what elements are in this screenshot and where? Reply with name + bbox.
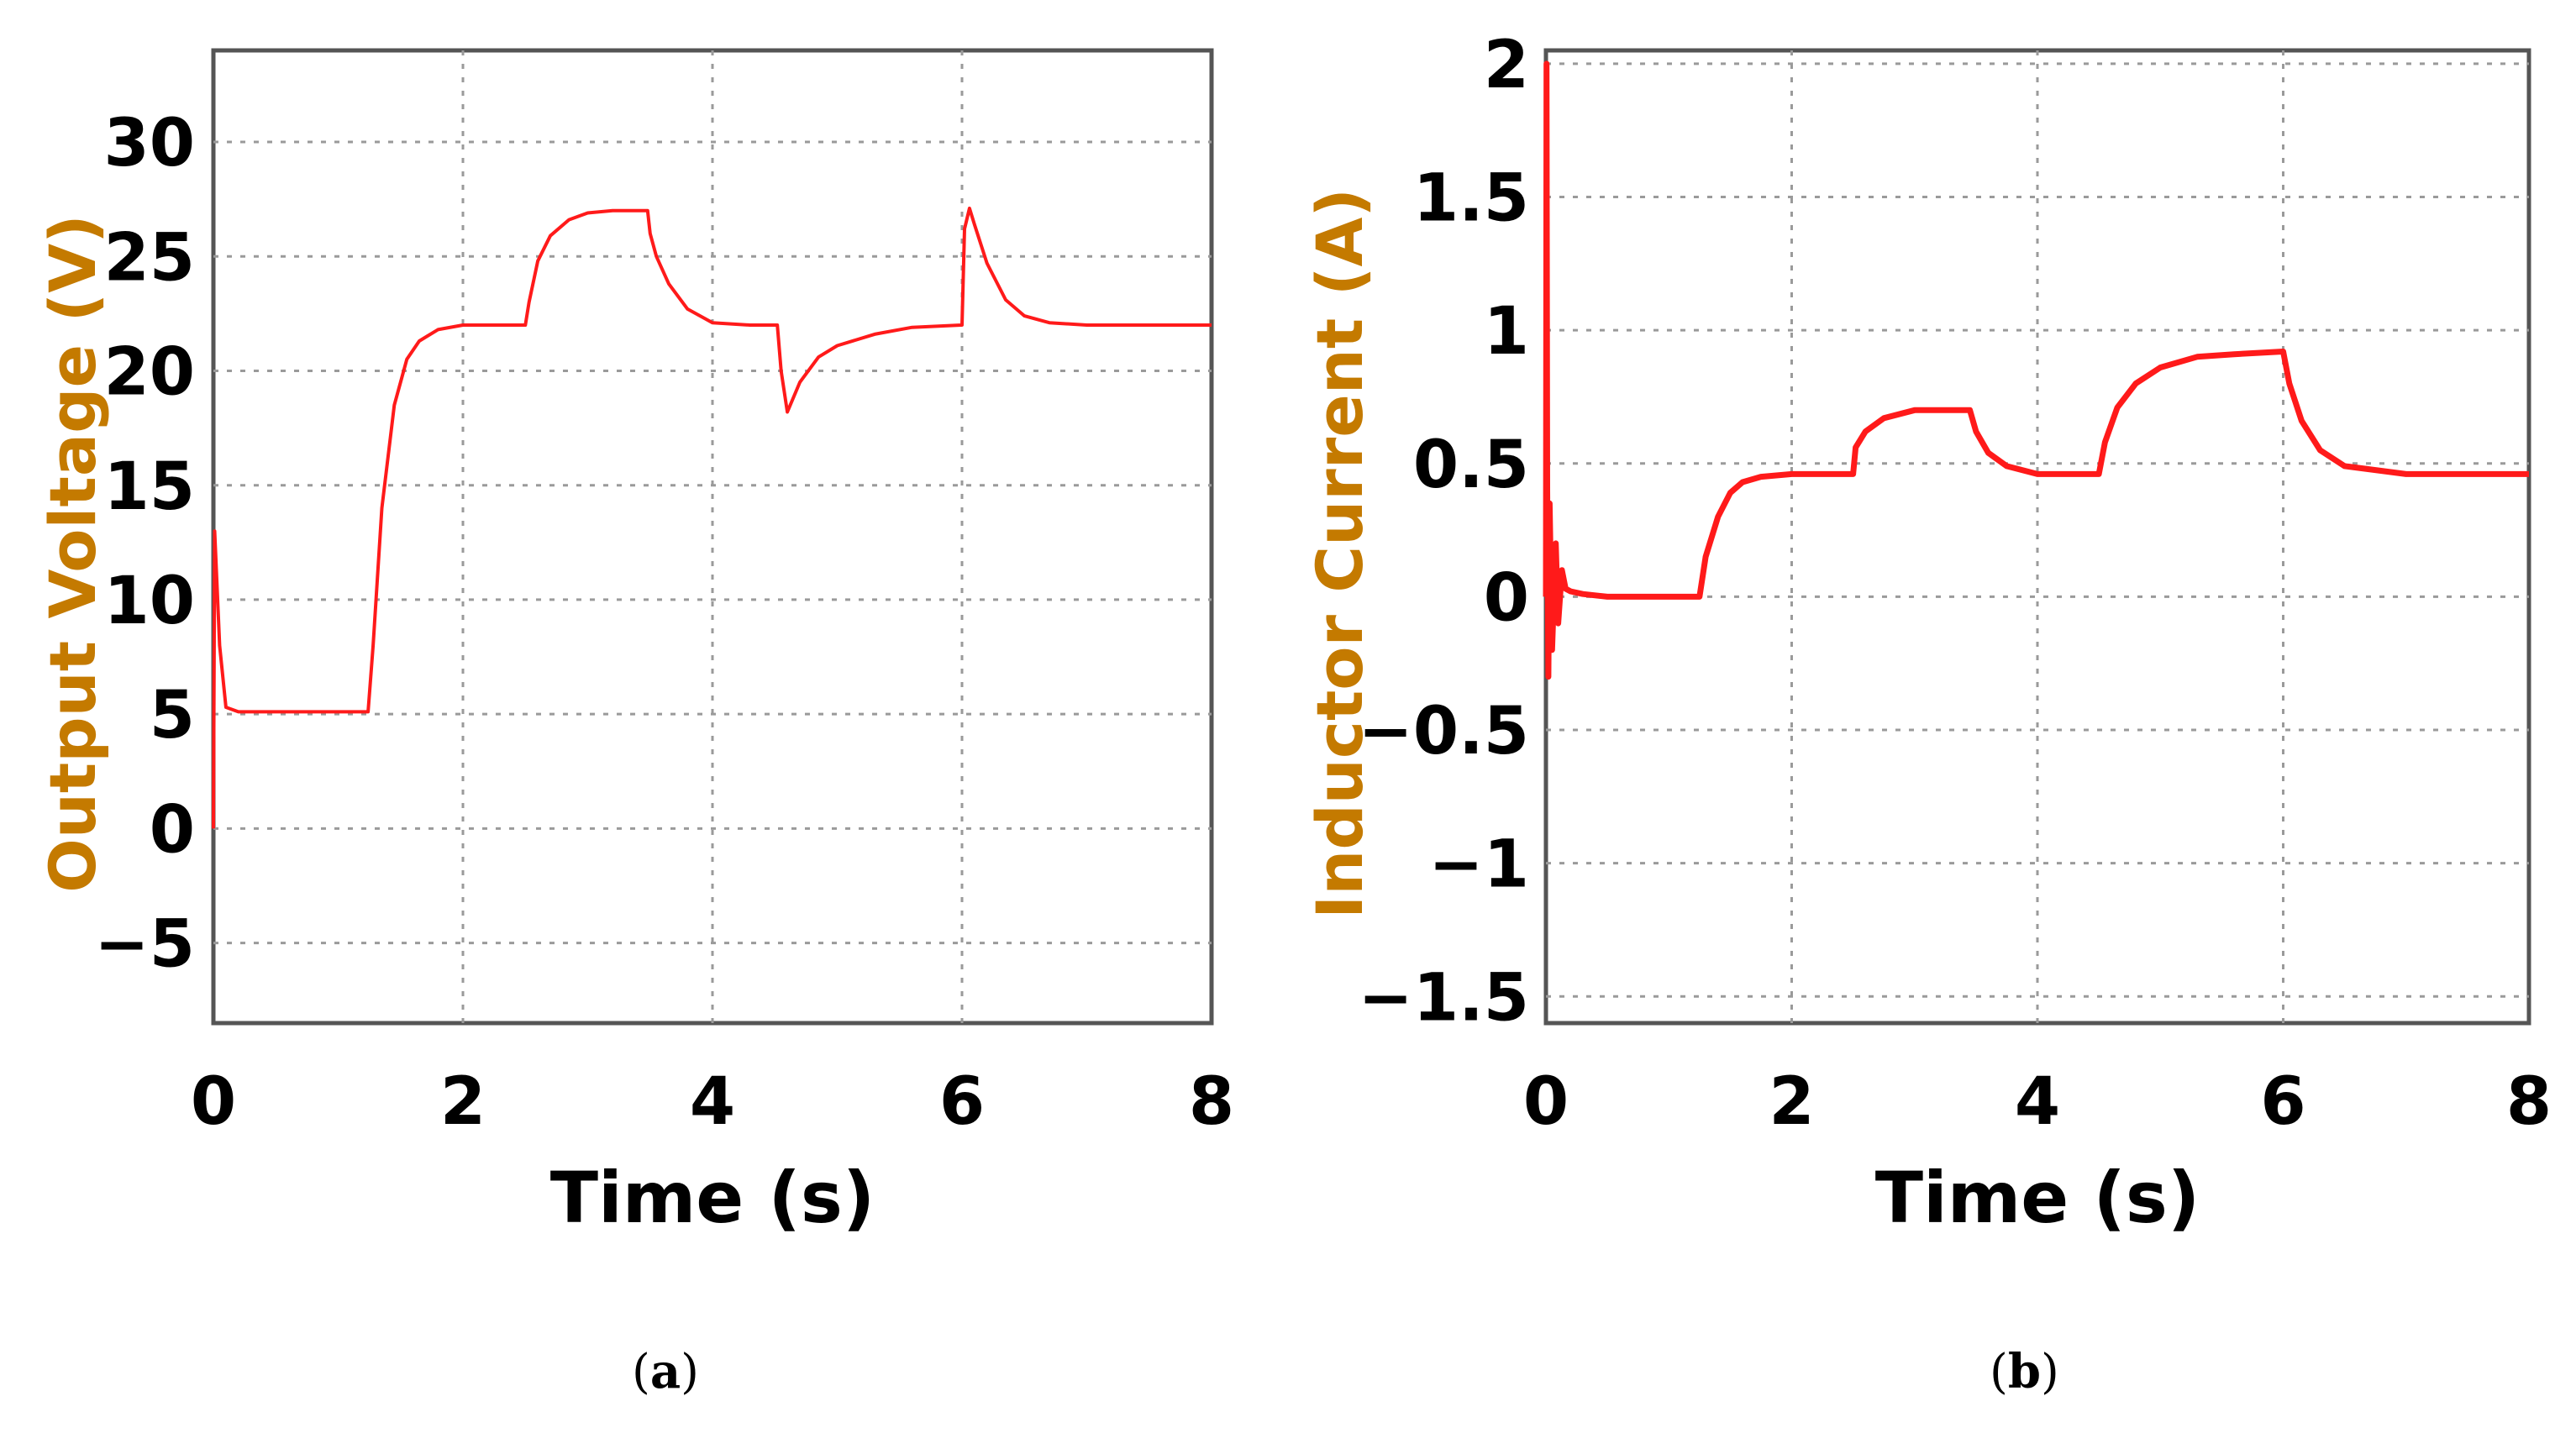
y-axis-label: Output Voltage (V) <box>35 214 110 893</box>
y-tick-label: −5 <box>94 907 195 983</box>
x-tick-label: 0 <box>1523 1064 1569 1140</box>
chart-panel-a: −5 0 5 10 15 20 25 30 0 2 4 6 8 Time (s) Output Voltag… <box>35 48 1234 1239</box>
y-tick-label: 0 <box>1484 560 1529 636</box>
x-tick-label: 8 <box>1189 1064 1234 1140</box>
x-tick-label: 6 <box>2260 1064 2305 1140</box>
x-tick-label: 6 <box>939 1064 985 1140</box>
y-tick-label: −1.5 <box>1358 960 1529 1036</box>
y-tick-label: 1 <box>1484 294 1529 370</box>
y-tick-label: 30 <box>103 106 195 181</box>
series-line <box>212 207 1212 829</box>
y-tick-label: 0.5 <box>1413 428 1529 503</box>
y-tick-label: −1 <box>1428 827 1529 903</box>
y-tick-label: 2 <box>1484 28 1529 103</box>
y-tick-label: 10 <box>103 564 195 639</box>
y-tick-label: 5 <box>150 678 195 753</box>
x-tick-label: 2 <box>1769 1064 1814 1140</box>
x-tick-label: 0 <box>191 1064 236 1140</box>
y-tick-label: 0 <box>150 792 195 868</box>
x-tick-label: 4 <box>690 1064 735 1140</box>
x-axis-label: Time (s) <box>550 1157 875 1239</box>
y-tick-label: −0.5 <box>1358 694 1529 769</box>
x-axis-label: Time (s) <box>1875 1157 2200 1239</box>
x-tick-label: 4 <box>2015 1064 2060 1140</box>
y-tick-label: 15 <box>103 449 195 525</box>
series-line <box>1543 60 2529 680</box>
x-tick-label: 8 <box>2506 1064 2552 1140</box>
chart-panel-b: −1.5 −1 −0.5 0 0.5 1 1.5 2 0 2 4 6 8 Time (s) Inductor… <box>1302 28 2552 1239</box>
y-tick-label: 25 <box>103 220 195 296</box>
panel-label-a: (a) <box>632 1344 700 1399</box>
y-tick-label: 1.5 <box>1413 161 1529 237</box>
y-axis-label: Inductor Current (A) <box>1302 188 1377 919</box>
x-tick-label: 2 <box>440 1064 486 1140</box>
y-tick-label: 20 <box>103 335 195 411</box>
panel-label-b: (b) <box>1990 1344 2059 1399</box>
